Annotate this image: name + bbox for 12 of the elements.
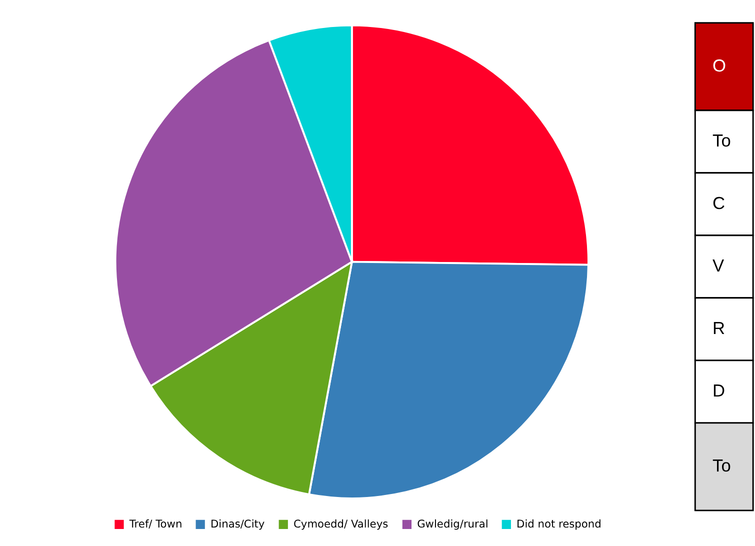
text: C xyxy=(712,192,726,213)
legend-label: Gwledig/rural xyxy=(417,517,488,530)
text: V xyxy=(712,255,725,276)
legend-label: Tref/ Town xyxy=(128,517,182,530)
legend-label: Did not respond xyxy=(516,517,602,530)
legend-label: Cymoedd/ Valleys xyxy=(294,517,389,530)
text: R xyxy=(712,318,726,338)
legend-label: Dinas/City xyxy=(210,517,265,530)
text: To xyxy=(712,456,731,476)
text: O xyxy=(712,55,726,76)
text: To xyxy=(712,130,731,150)
text: D xyxy=(712,380,726,400)
